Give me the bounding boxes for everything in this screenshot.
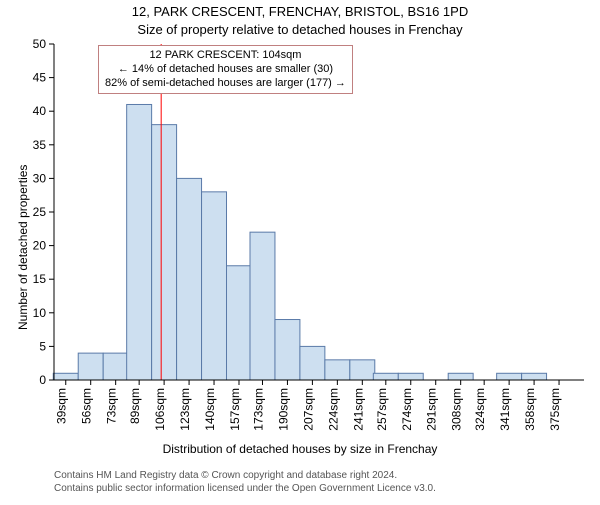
bar	[127, 104, 152, 380]
y-tick-label: 15	[33, 272, 47, 286]
annotation-line2: ← 14% of detached houses are smaller (30…	[105, 63, 346, 77]
bar	[227, 266, 252, 380]
y-tick-label: 50	[33, 37, 47, 51]
x-tick-label: 308sqm	[450, 388, 464, 431]
bar	[275, 320, 300, 380]
annotation-line1: 12 PARK CRESCENT: 104sqm	[105, 49, 346, 63]
annotation-line3: 82% of semi-detached houses are larger (…	[105, 77, 346, 91]
x-tick-label: 358sqm	[523, 388, 537, 431]
y-tick-label: 25	[33, 205, 47, 219]
x-tick-label: 241sqm	[351, 388, 365, 431]
x-tick-label: 291sqm	[425, 388, 439, 431]
x-tick-label: 190sqm	[276, 388, 290, 431]
bar	[202, 192, 227, 380]
bar	[103, 353, 128, 380]
x-tick-label: 207sqm	[301, 388, 315, 431]
x-tick-label: 56sqm	[80, 388, 94, 424]
bar	[78, 353, 103, 380]
y-tick-label: 45	[33, 71, 47, 85]
y-tick-label: 40	[33, 104, 47, 118]
x-tick-label: 224sqm	[326, 388, 340, 431]
bar	[350, 360, 375, 380]
annotation-box: 12 PARK CRESCENT: 104sqm ← 14% of detach…	[98, 45, 353, 94]
footer-line1: Contains HM Land Registry data © Crown c…	[54, 470, 397, 481]
x-axis-label: Distribution of detached houses by size …	[0, 442, 600, 456]
x-tick-label: 39sqm	[55, 388, 69, 424]
y-tick-label: 35	[33, 138, 47, 152]
bar	[325, 360, 350, 380]
bar	[373, 373, 398, 380]
x-tick-label: 123sqm	[178, 388, 192, 431]
bar	[152, 125, 177, 380]
y-tick-label: 5	[39, 339, 46, 353]
bar	[177, 178, 202, 380]
y-tick-label: 10	[33, 306, 47, 320]
bar	[250, 232, 275, 380]
x-tick-label: 157sqm	[228, 388, 242, 431]
x-tick-label: 257sqm	[375, 388, 389, 431]
x-tick-label: 341sqm	[498, 388, 512, 431]
y-tick-label: 0	[39, 373, 46, 387]
bar	[53, 373, 78, 380]
y-tick-label: 30	[33, 171, 47, 185]
x-tick-label: 140sqm	[203, 388, 217, 431]
x-tick-label: 89sqm	[128, 388, 142, 424]
bar	[448, 373, 473, 380]
bar	[522, 373, 547, 380]
bar	[497, 373, 522, 380]
x-tick-label: 173sqm	[251, 388, 265, 431]
bar	[300, 346, 325, 380]
x-tick-label: 106sqm	[153, 388, 167, 431]
x-tick-label: 274sqm	[400, 388, 414, 431]
bar	[398, 373, 423, 380]
y-tick-label: 20	[33, 239, 47, 253]
x-tick-label: 375sqm	[548, 388, 562, 431]
x-tick-label: 73sqm	[105, 388, 119, 424]
footer-line2: Contains public sector information licen…	[54, 483, 436, 494]
x-tick-label: 324sqm	[473, 388, 487, 431]
